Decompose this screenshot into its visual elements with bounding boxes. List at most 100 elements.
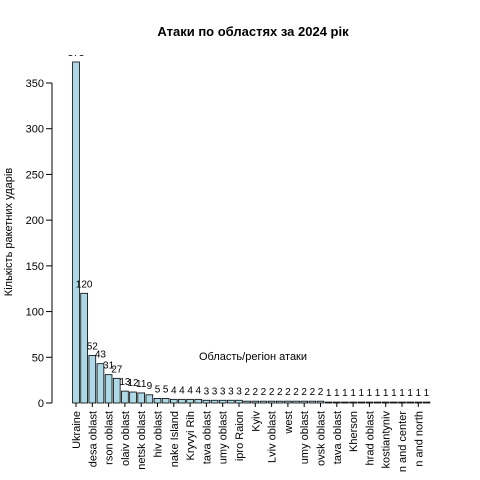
bar [210,399,219,404]
x-tick-label: Lviv oblast [267,411,279,463]
bar [332,401,341,404]
x-tick-label: Ukraine [71,411,83,449]
bar [235,399,243,404]
x-tick-label: ipro Raion [234,411,246,461]
bar [88,355,97,404]
x-tick-label: rson oblast [104,411,116,465]
bar [316,400,325,404]
value-label: 1 [407,388,413,399]
chart-title: Атаки по областях за 2024 рік [157,24,349,39]
value-label: 1 [391,388,397,399]
value-label: 31 [103,361,115,372]
bar [349,401,357,404]
bar [227,399,235,404]
value-label: 52 [87,341,99,352]
value-label: 3 [212,386,218,397]
bar [161,398,170,404]
x-tick-label: west [283,411,295,435]
bar [308,400,317,404]
x-tick-label: nake Island [169,411,181,467]
bar [129,391,137,404]
value-label: 4 [195,385,201,396]
value-label: 2 [261,387,267,398]
bar [153,398,162,404]
value-label: 11 [136,379,147,390]
y-tick-label: 0 [38,398,44,410]
x-tick-label: kostiantyniv [381,411,393,469]
x-tick-label: tava oblast [201,411,213,464]
value-label: 1 [367,388,373,399]
value-label: 3 [228,386,234,397]
value-label: 1 [416,388,422,399]
x-tick-label: Kryvyi Rih [185,411,197,461]
bar [398,401,406,404]
bar [80,292,88,404]
value-label: 9 [147,381,153,392]
bar [365,401,374,404]
value-label: 2 [269,387,275,398]
value-label: 43 [95,350,107,361]
bar [259,400,268,404]
y-tick-label: 350 [26,78,44,90]
y-axis-label: Кількість ракетних ударів [3,168,15,297]
value-label: 4 [187,385,193,396]
bar [137,392,146,404]
bar [357,401,366,404]
bar [284,400,292,404]
value-label: 12 [127,378,139,389]
x-tick-label: umy oblast [299,411,311,464]
value-label: 373 [68,48,85,59]
value-label: 2 [301,387,307,398]
x-tick-label: hiv oblast [153,411,165,457]
bar [422,401,431,404]
value-label: 2 [285,387,291,398]
value-label: 1 [350,388,356,399]
bar [169,398,178,404]
value-label: 3 [236,386,242,397]
bar [178,398,186,404]
x-axis-label: Область/регіон атаки [199,351,307,363]
value-label: 2 [293,387,299,398]
x-tick-label: hrad oblast [364,411,376,465]
value-label: 27 [111,364,123,375]
value-label: 13 [119,377,131,388]
bar [145,394,154,404]
bar [292,400,300,404]
bar [251,400,260,404]
value-label: 4 [179,385,185,396]
bar [96,363,105,404]
value-label: 3 [220,386,226,397]
bar [186,398,194,404]
bar [243,400,251,404]
x-tick-label: Kyiv [250,411,262,432]
value-label: 2 [244,387,250,398]
bar [121,390,129,404]
y-tick-label: 150 [26,261,44,273]
y-tick-label: 200 [26,215,44,227]
x-tick-label: netsk oblast [136,411,148,470]
x-tick-label: desa oblast [87,411,99,467]
bar [406,401,414,404]
value-label: 1 [342,388,348,399]
bar [390,401,398,404]
value-label: 2 [277,387,283,398]
value-label: 1 [326,388,332,399]
bar [381,401,390,404]
x-tick-label: Kherson [348,411,360,452]
value-label: 1 [383,388,389,399]
x-tick-label: tava oblast [332,411,344,464]
bar [341,401,349,404]
y-tick-label: 300 [26,124,44,136]
bar [112,377,121,404]
y-tick-label: 50 [32,352,44,364]
x-tick-label: umy oblast [218,411,230,464]
bar [324,401,333,404]
x-tick-label: n and north [413,411,425,467]
value-label: 5 [155,384,161,395]
x-tick-label: olaiv oblast [120,411,132,466]
bar [218,399,227,404]
y-tick-label: 100 [26,307,44,319]
value-label: 4 [171,385,177,396]
